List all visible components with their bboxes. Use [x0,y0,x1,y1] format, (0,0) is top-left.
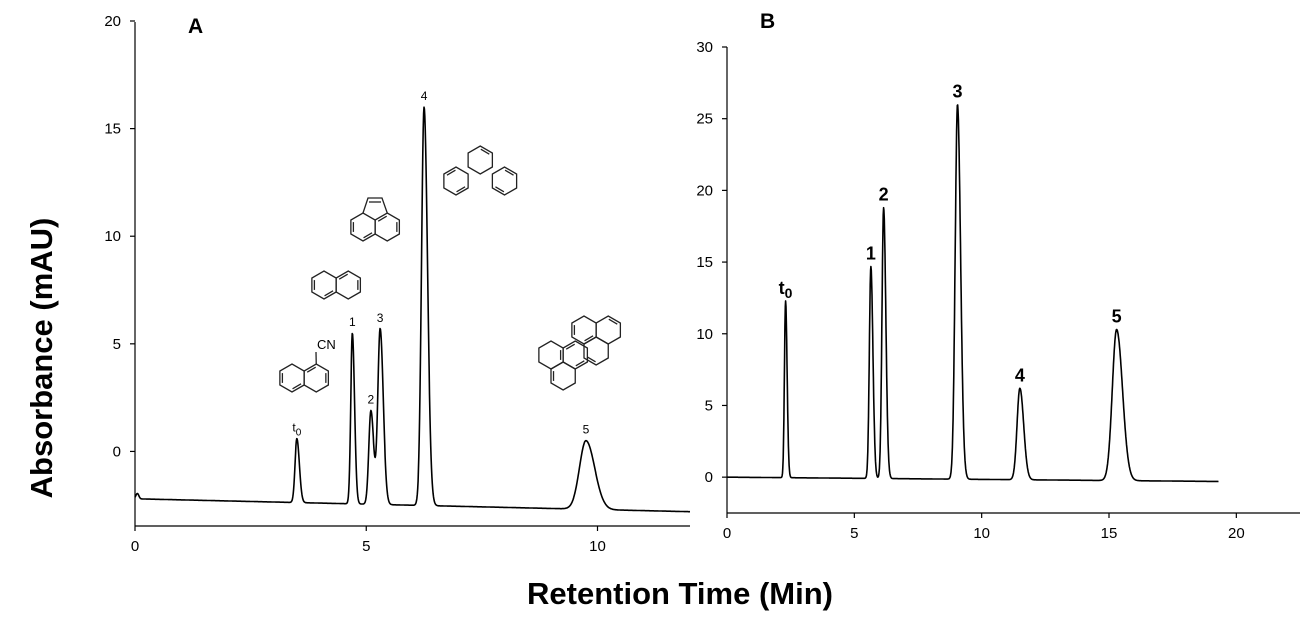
panel-a: A 0 5 10 0 5 10 15 20 t0 1 2 3 4 5 CN [104,13,691,555]
peak-label: 2 [368,393,375,407]
panel-b-label: B [760,10,775,33]
x-tick-label: 10 [589,538,606,555]
y-tick-label: 0 [705,469,713,486]
peak-label: 3 [377,311,384,325]
peak-label: 2 [879,185,889,205]
peak-label: 1 [866,243,876,263]
x-tick-label: 10 [973,525,990,542]
peak-label: 5 [583,423,590,437]
x-axis-title: Retention Time (Min) [527,576,833,611]
y-tick-label: 20 [104,13,121,30]
panel-a-peak-labels: t0 1 2 3 4 5 [292,89,589,438]
phenanthrene-structure [443,145,518,196]
y-tick-label: 25 [696,111,713,128]
peak-label: 4 [1015,365,1025,385]
x-tick-label: 5 [362,538,370,555]
peak-label: 3 [952,81,962,101]
panel-b-peak-labels: t0 1 2 3 4 5 [779,81,1122,385]
x-tick-label: 5 [850,525,858,542]
y-tick-label: 20 [696,182,713,199]
peak-label: 4 [421,89,428,103]
acenaphthylene-structure [350,197,401,242]
y-tick-label: 5 [705,397,713,414]
x-tick-label: 0 [723,525,731,542]
y-tick-label: 30 [696,39,713,56]
panel-b-trace [726,104,1219,483]
y-axis-title: Absorbance (mAU) [24,218,59,499]
cyanonaphthalene-structure [279,351,330,393]
peak-label: t0 [292,421,301,439]
cn-group-label: CN [317,337,336,352]
x-tick-label: 0 [131,538,139,555]
perylene-structure [538,315,622,391]
y-tick-label: 10 [696,326,713,343]
panel-b: B 0 5 10 15 20 0 5 10 15 20 25 30 t0 1 2 3 4 5 [696,10,1300,542]
panel-a-trace [134,106,691,513]
y-tick-label: 15 [696,254,713,271]
panel-a-label: A [188,15,203,38]
peak-label: t0 [779,278,793,301]
x-tick-label: 15 [1101,525,1118,542]
y-tick-label: 5 [113,336,121,353]
peak-label: 1 [349,315,356,329]
y-tick-label: 15 [104,121,121,138]
naphthalene-structure [311,270,362,300]
peak-label: 5 [1112,306,1122,326]
x-tick-label: 20 [1228,525,1245,542]
y-tick-label: 10 [104,228,121,245]
y-tick-label: 0 [113,443,121,460]
